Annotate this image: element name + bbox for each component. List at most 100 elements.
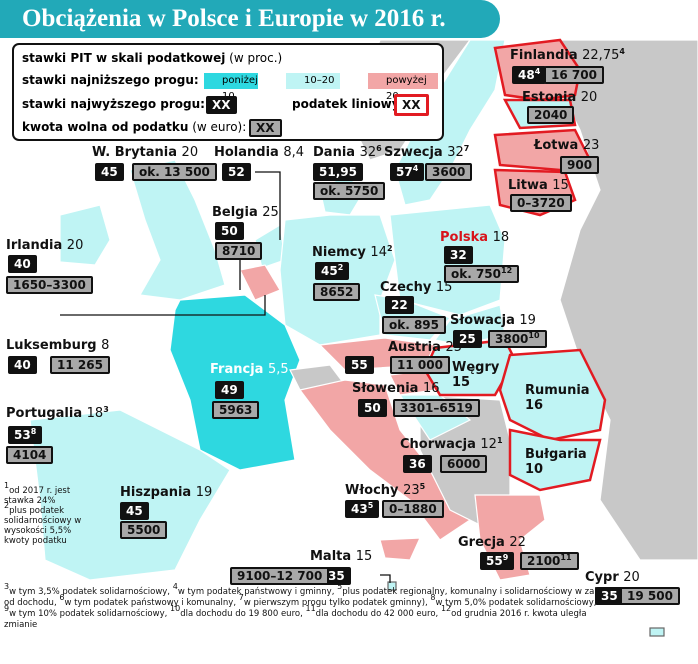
country-name: Szwecja [384,145,443,160]
top-value: 57 [396,165,413,179]
footnote: 3w tym 3,5% podatek solidarnościowy, [4,583,173,598]
top-rate: 435 [345,500,380,518]
country-label: Irlandia 20 [6,238,83,253]
slovakia [433,304,506,346]
country-name: Bułgaria [525,447,587,462]
footnotes: 3w tym 3,5% podatek solidarnościowy, 4w … [4,583,604,631]
top-rate: 32 [444,246,473,264]
country-label: Rumunia 16 [525,383,590,413]
footnote-text: w tym podatek państwowy i gminny, [177,587,335,597]
rate: 19 [519,313,536,328]
tax-free: 3301–6519 [393,399,480,417]
rate-note: 6 [376,144,382,153]
country-label: Finlandia 22,754 [510,48,625,64]
country-name: Luksemburg [6,338,97,353]
top-value: 36 [409,457,426,471]
free-value: 2100 [527,554,561,568]
country-label: W. Brytania 20 [92,145,198,160]
tax-free: ok. 13 500 [132,163,217,181]
free-value: 3800 [495,332,529,346]
country-label: Słowenia 16 [352,381,440,396]
footnote-number: 4 [172,582,178,591]
free-note: 11 [560,553,572,562]
tax-free: 16 700 [544,66,604,84]
footnote-number: 10 [170,604,181,613]
country-name: Czechy [380,280,432,295]
footnote-text: od 2017 r. jest stawka 24% [4,486,71,506]
free-value: 9100–12 700 [237,569,323,583]
free-value: 4104 [13,448,47,462]
top-rate: 45 [120,502,149,520]
free-value: 8710 [222,244,256,258]
rate: 10 [525,462,544,477]
country-name: Dania [313,145,356,160]
free-value: 0–1880 [389,502,437,516]
country-name: Węgry [452,360,500,375]
legend-row: stawki najniższego progu: [22,73,199,87]
country-name: Belgia [212,205,258,220]
top-rate: 55 [345,356,374,374]
country-label: Węgry 15 [452,360,499,390]
legend-unit: (w euro): [192,120,247,134]
top-rate: 574 [390,163,425,181]
country-name: Austria [388,340,441,355]
rate-note: 1 [496,436,503,445]
rate: 16 [422,381,440,396]
top-value: 45 [321,264,338,278]
top-rate: 22 [385,296,414,314]
legend-label: stawki PIT w skali podatkowej [22,51,226,65]
free-value: 5500 [127,523,161,537]
leader-line [380,574,391,583]
legend: stawki PIT w skali podatkowej (w proc.) … [12,43,444,141]
top-rate: 50 [358,399,387,417]
top-value: 55 [486,554,503,568]
top-note: 4 [534,67,541,76]
footnote-text: w tym podatek państwowy i komunalny, [64,598,237,608]
free-value: ok. 750 [451,267,502,281]
top-rate: 50 [215,222,244,240]
country-name: Finlandia [510,48,578,63]
tax-free: ok. 75012 [444,265,520,283]
legend-row: kwota wolna od podatku (w euro): [22,120,246,134]
country-name: Polska [440,230,489,245]
top-value: 40 [14,257,31,271]
free-value: 3600 [432,165,466,179]
country-label: Estonia 20 [522,90,597,105]
title: Obciążenia w Polsce i Europie w 2016 r. [0,0,500,38]
footnote-text: plus podatek regionalny, komunalny i sol… [4,587,600,608]
bulgaria [508,428,602,492]
leader-line [60,295,266,316]
country-label: Holandia 8,4 [214,145,304,160]
top-rate: 40 [8,255,37,273]
free-value: 8652 [320,285,354,299]
legend-row: podatek liniowy: [292,97,404,111]
free-value: 2040 [534,108,568,122]
legend-row: stawki najwyższego progu: [22,97,205,111]
footnote: 5plus podatek regionalny, komunalny i so… [4,583,600,609]
top-rate: 35 [595,587,624,605]
rate: 32 [359,145,377,160]
rate-note: 7 [463,144,470,153]
tax-free: ok. 895 [382,316,447,334]
legend-swatch: powyżej 20 [368,73,438,102]
country-label: Dania 326 [313,144,382,161]
country-label: Belgia 25 [212,205,279,220]
top-rate: 49 [215,381,244,399]
country-name: Estonia [522,90,577,105]
footnote: 9w tym 10% podatek solidarnościowy, [4,605,170,620]
top-value: 22 [391,298,408,312]
country-label: Łotwa 23 [534,138,599,153]
ireland [59,204,111,266]
rate: 8,4 [283,145,305,160]
tax-free: 6000 [440,455,488,473]
tax-free: 8652 [313,283,361,301]
uk [129,159,226,301]
rate: 22 [509,535,526,550]
country-name: Łotwa [534,138,579,153]
legend-label: stawki najniższego progu: [22,73,199,87]
country-label: Portugalia 183 [6,406,109,422]
footnote-text: dla dochodu do 19 800 euro, [180,609,303,619]
country-label: Austria 25 [388,340,462,355]
country-name: Słowacja [450,313,515,328]
leader-line [255,171,281,240]
